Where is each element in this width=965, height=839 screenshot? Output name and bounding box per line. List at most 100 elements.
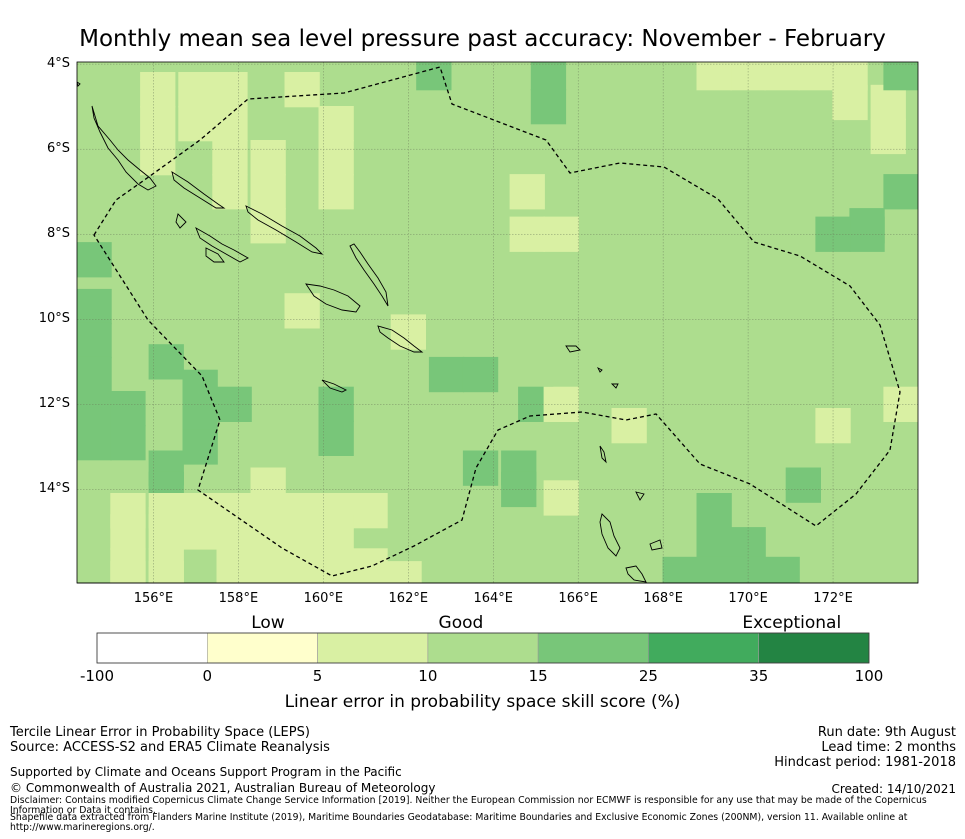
coastline-choiseul xyxy=(171,171,226,209)
skill-cell xyxy=(284,561,320,583)
skill-cell xyxy=(284,514,320,550)
colorbar-tick: 35 xyxy=(749,667,769,685)
skill-cell xyxy=(318,174,354,210)
skill-cell xyxy=(785,467,821,503)
skill-cell xyxy=(730,527,766,563)
skill-cell xyxy=(148,561,184,583)
colorbar-tick: -100 xyxy=(79,667,115,685)
skill-cell xyxy=(530,62,567,91)
skill-cell xyxy=(798,62,834,91)
skill-cell xyxy=(730,62,766,91)
lon-tick-label: 168°E xyxy=(643,591,683,606)
skill-cell xyxy=(182,514,218,550)
skill-cell xyxy=(318,106,354,142)
eez-boundary xyxy=(93,66,901,577)
skill-cell xyxy=(883,174,918,210)
skill-cell xyxy=(462,450,499,486)
skill-cell xyxy=(318,561,354,583)
skill-cell xyxy=(216,514,252,550)
coastline-makira xyxy=(377,325,424,353)
lon-tick-label: 156°E xyxy=(133,591,174,606)
colorbar-tick: 15 xyxy=(528,667,548,685)
skill-cell xyxy=(212,174,248,210)
lon-tick-label: 172°E xyxy=(813,591,853,606)
skill-cells xyxy=(77,62,918,583)
lon-tick-label: 160°E xyxy=(303,591,344,606)
skill-cell xyxy=(212,140,248,176)
gridlines xyxy=(77,62,918,583)
skill-cell xyxy=(284,293,320,329)
colorbar-swatch xyxy=(207,632,318,664)
colorbar-tick: 100 xyxy=(854,667,884,685)
colorbar-tick: 10 xyxy=(418,667,438,685)
coastline-west-islet xyxy=(77,81,81,87)
skill-cell xyxy=(352,493,388,529)
category-label-good: Good xyxy=(438,613,484,633)
lon-tick-label: 170°E xyxy=(728,591,768,606)
skill-cell xyxy=(140,72,176,108)
colorbar-label: Linear error in probability space skill … xyxy=(284,692,681,712)
colorbar-tick: 25 xyxy=(638,667,658,685)
lon-tick-label: 164°E xyxy=(473,591,514,606)
skill-cell xyxy=(77,288,112,325)
lon-tick-label: 166°E xyxy=(558,591,598,606)
skill-cell xyxy=(870,84,906,121)
copyright-text: © Commonwealth of Australia 2021, Austra… xyxy=(10,781,436,795)
skill-cell xyxy=(250,140,286,176)
skill-cell xyxy=(696,62,732,91)
lat-tick-label: 8°S xyxy=(46,226,70,242)
lat-tick-label: 4°S xyxy=(46,56,70,72)
source-text: Source: ACCESS-S2 and ERA5 Climate Reana… xyxy=(10,740,330,755)
skill-cell xyxy=(77,391,112,427)
coastline-guadalcanal xyxy=(305,283,361,313)
skill-cell xyxy=(178,72,214,108)
skill-cell xyxy=(870,118,906,155)
skill-cell xyxy=(178,106,214,142)
created-date: Created: 14/10/2021 xyxy=(831,782,956,796)
colorbar-tick: 0 xyxy=(202,667,213,685)
skill-cell xyxy=(509,174,545,210)
skill-cell xyxy=(148,344,184,380)
skill-cell xyxy=(212,72,248,108)
skill-cell xyxy=(428,356,465,393)
skill-cell xyxy=(216,548,252,583)
colorbar-swatch xyxy=(648,632,760,664)
skill-cell xyxy=(764,556,800,583)
coastlines xyxy=(77,81,663,583)
skill-cell xyxy=(250,561,286,583)
lon-tick-label: 162°E xyxy=(388,591,429,606)
shapefile-text: Shapefile data extracted from Flanders M… xyxy=(10,812,908,833)
skill-cell xyxy=(696,556,732,583)
skill-cell xyxy=(352,561,388,583)
skill-cell xyxy=(764,62,800,91)
coastline-malaita xyxy=(349,243,389,307)
lon-tick-label: 158°E xyxy=(218,591,259,606)
skill-cell xyxy=(386,561,422,583)
skill-cell xyxy=(140,106,176,142)
skill-cell xyxy=(530,89,567,125)
lat-tick-label: 12°S xyxy=(38,396,70,412)
colorbar-tick: 5 xyxy=(312,667,323,685)
colorbar-swatch xyxy=(758,632,870,664)
coastline-bougainville xyxy=(91,105,157,191)
skill-cell xyxy=(77,356,112,393)
skill-cell xyxy=(77,425,112,461)
skill-cell xyxy=(148,514,184,550)
coastline-rennell xyxy=(321,379,348,393)
skill-cell xyxy=(77,242,112,278)
colorbar-swatch xyxy=(427,632,539,664)
lead-time: Lead time: 2 months xyxy=(821,740,956,755)
skill-cell xyxy=(110,561,146,583)
skill-cell xyxy=(462,356,499,393)
skill-cell xyxy=(284,72,320,108)
run-date: Run date: 9th August xyxy=(817,725,956,740)
skill-cell xyxy=(318,420,354,456)
support-text: Supported by Climate and Oceans Support … xyxy=(10,765,402,779)
skill-cell xyxy=(832,84,868,121)
skill-cell xyxy=(77,322,112,359)
colorbar-swatch xyxy=(317,632,429,664)
skill-cell xyxy=(110,425,146,461)
skill-cell xyxy=(883,62,918,91)
